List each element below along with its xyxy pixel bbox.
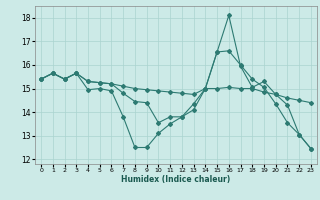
X-axis label: Humidex (Indice chaleur): Humidex (Indice chaleur) — [121, 175, 231, 184]
